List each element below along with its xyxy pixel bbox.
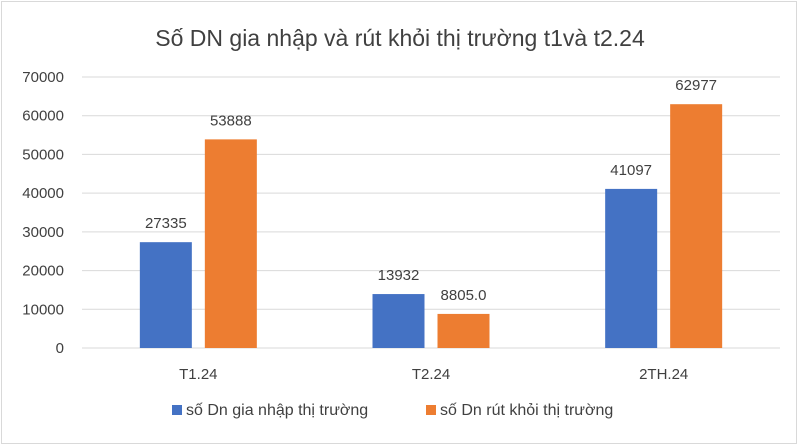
bar xyxy=(204,139,257,348)
y-tick-label: 10000 xyxy=(22,301,64,318)
x-tick-label: T1.24 xyxy=(179,366,217,383)
gridlines xyxy=(82,76,780,349)
x-tick-label: T2.24 xyxy=(412,366,450,383)
legend-label: số Dn gia nhập thị trường xyxy=(186,402,368,419)
y-tick-label: 0 xyxy=(56,340,64,357)
bar xyxy=(605,188,658,348)
y-tick-label: 20000 xyxy=(22,263,64,280)
y-tick-label: 60000 xyxy=(22,108,64,125)
bars xyxy=(139,104,723,348)
bar xyxy=(670,104,723,348)
data-label: 8805.0 xyxy=(441,287,487,304)
data-label: 27335 xyxy=(145,215,187,232)
legend: số Dn gia nhập thị trường số Dn rút khỏi … xyxy=(172,402,613,419)
chart-title: Số DN gia nhập và rút khỏi thị trường t1… xyxy=(155,25,645,51)
legend-swatch xyxy=(426,405,436,415)
legend-label: số Dn rút khỏi thị trường xyxy=(440,402,613,419)
data-label: 62977 xyxy=(675,77,717,94)
y-tick-label: 30000 xyxy=(22,224,64,241)
data-label: 41097 xyxy=(610,162,652,179)
x-tick-label: 2TH.24 xyxy=(639,366,688,383)
bar xyxy=(437,313,490,348)
bar xyxy=(372,294,425,348)
y-axis-ticks: 0 10000 20000 30000 40000 50000 60000 70000 xyxy=(22,69,64,357)
x-axis-ticks: T1.24 T2.24 2TH.24 xyxy=(179,366,688,383)
y-tick-label: 50000 xyxy=(22,146,64,163)
bar xyxy=(139,242,192,348)
data-label: 53888 xyxy=(210,112,252,129)
legend-swatch xyxy=(172,405,182,415)
data-label: 13932 xyxy=(378,267,420,284)
y-tick-label: 40000 xyxy=(22,185,64,202)
y-tick-label: 70000 xyxy=(22,69,64,86)
data-labels: 27335 53888 13932 8805.0 41097 62977 xyxy=(145,77,717,304)
